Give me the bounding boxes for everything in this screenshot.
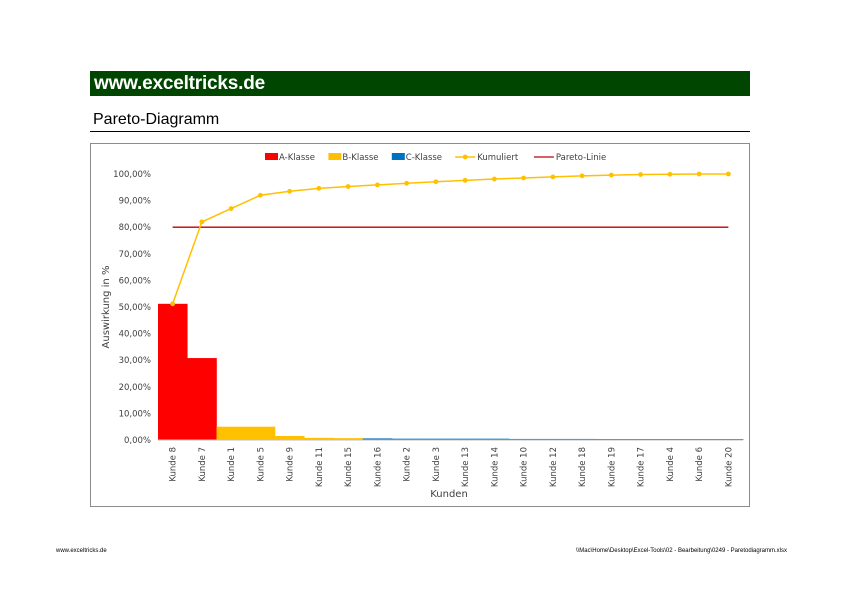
bar-c-klasse — [392, 438, 422, 440]
legend-swatch — [328, 153, 342, 160]
y-tick-label: 0,00% — [124, 436, 151, 446]
y-tick-label: 10,00% — [119, 409, 151, 419]
x-tick-label: Kunde 2 — [403, 447, 413, 482]
x-tick-label: Kunde 8 — [169, 447, 179, 482]
legend-label: A-Klasse — [279, 153, 315, 163]
footer-file-path: \\Mac\Home\Desktop\Excel-Tools\02 - Bear… — [575, 548, 787, 554]
bar-c-klasse — [479, 438, 510, 440]
bar-b-klasse — [333, 438, 364, 440]
cumulative-point — [550, 174, 556, 180]
x-tick-label: Kunde 1 — [227, 447, 237, 482]
site-name: www.exceltricks.de — [94, 73, 266, 94]
cumulative-point — [316, 185, 322, 191]
cumulative-point — [608, 172, 614, 178]
x-tick-label: Kunde 13 — [461, 447, 471, 487]
x-tick-label: Kunde 12 — [549, 447, 559, 487]
x-tick-label: Kunde 5 — [256, 447, 266, 482]
cumulative-point — [725, 171, 731, 177]
y-tick-label: 40,00% — [119, 330, 151, 340]
x-tick-label: Kunde 9 — [286, 447, 296, 482]
x-tick-label: Kunde 4 — [666, 447, 676, 482]
bar-c-klasse — [538, 438, 568, 440]
bar-a-klasse — [187, 358, 217, 440]
x-tick-label: Kunde 19 — [607, 447, 617, 487]
bar-b-klasse — [216, 426, 247, 440]
y-tick-label: 30,00% — [119, 356, 151, 366]
cumulative-point — [257, 192, 263, 198]
legend-label: Pareto-Linie — [556, 153, 606, 163]
x-axis-title: Kunden — [430, 489, 468, 500]
x-tick-label: Kunde 18 — [578, 447, 588, 487]
pareto-chart: 0,00% 10,00% 20,00% 30,00% 40,00% 50,00% 60,00… — [101, 153, 744, 500]
y-tick-label: 80,00% — [119, 223, 151, 233]
legend-label: B-Klasse — [342, 153, 378, 163]
x-tick-label: Kunde 14 — [490, 447, 500, 487]
x-tick-label: Kunde 3 — [432, 447, 442, 482]
section-title: Pareto-Diagramm — [93, 111, 220, 128]
y-tick-label: 100,00% — [113, 170, 151, 180]
y-axis-title: Auswirkung in % — [101, 266, 112, 349]
x-tick-label: Kunde 15 — [344, 447, 354, 487]
cumulative-point — [199, 219, 205, 225]
cumulative-point — [696, 171, 702, 177]
x-tick-label: Kunde 17 — [637, 447, 647, 487]
legend-label: Kumuliert — [477, 153, 519, 163]
cumulative-point — [462, 177, 468, 183]
footer-site: www.exceltricks.de — [56, 548, 107, 554]
cumulative-point — [638, 172, 644, 177]
bar-c-klasse — [421, 438, 451, 440]
legend-swatch — [265, 153, 278, 160]
bar-c-klasse — [450, 438, 481, 440]
cumulative-point — [491, 176, 497, 182]
y-tick-label: 90,00% — [119, 197, 151, 207]
y-tick-label: 60,00% — [119, 276, 151, 286]
legend-swatch — [391, 153, 405, 160]
cumulative-point — [287, 188, 293, 194]
cumulative-point — [228, 206, 234, 211]
section-divider — [90, 131, 750, 132]
bar-b-klasse — [245, 426, 276, 440]
bar-b-klasse — [304, 437, 334, 440]
cumulative-point — [404, 180, 410, 186]
x-tick-label: Kunde 16 — [373, 447, 383, 487]
cumulative-point — [521, 175, 527, 181]
bar-b-klasse — [275, 436, 305, 440]
site-banner: www.exceltricks.de — [90, 71, 750, 96]
bar-c-klasse — [567, 438, 598, 440]
x-tick-label: Kunde 11 — [315, 447, 325, 487]
cumulative-point — [667, 171, 673, 177]
cumulative-point — [433, 179, 439, 185]
cumulative-point — [345, 184, 351, 189]
legend-swatch-marker — [462, 154, 468, 160]
x-tick-label: Kunde 7 — [198, 447, 208, 482]
cumulative-point — [374, 182, 380, 188]
chart-frame: 0,00% 10,00% 20,00% 30,00% 40,00% 50,00% 60,00… — [90, 143, 750, 507]
y-tick-label: 50,00% — [119, 303, 151, 313]
cumulative-point — [170, 301, 176, 307]
x-tick-label: Kunde 10 — [520, 447, 530, 487]
cumulative-line — [171, 173, 729, 305]
bar-c-klasse — [509, 438, 539, 440]
x-tick-label: Kunde 20 — [724, 447, 734, 487]
cumulative-point — [579, 173, 585, 179]
x-tick-label: Kunde 6 — [695, 447, 705, 482]
y-tick-label: 20,00% — [119, 383, 151, 393]
bar-c-klasse — [362, 438, 393, 440]
bar-a-klasse — [158, 303, 188, 440]
y-tick-label: 70,00% — [119, 250, 151, 260]
legend-label: C-Klasse — [406, 153, 442, 163]
